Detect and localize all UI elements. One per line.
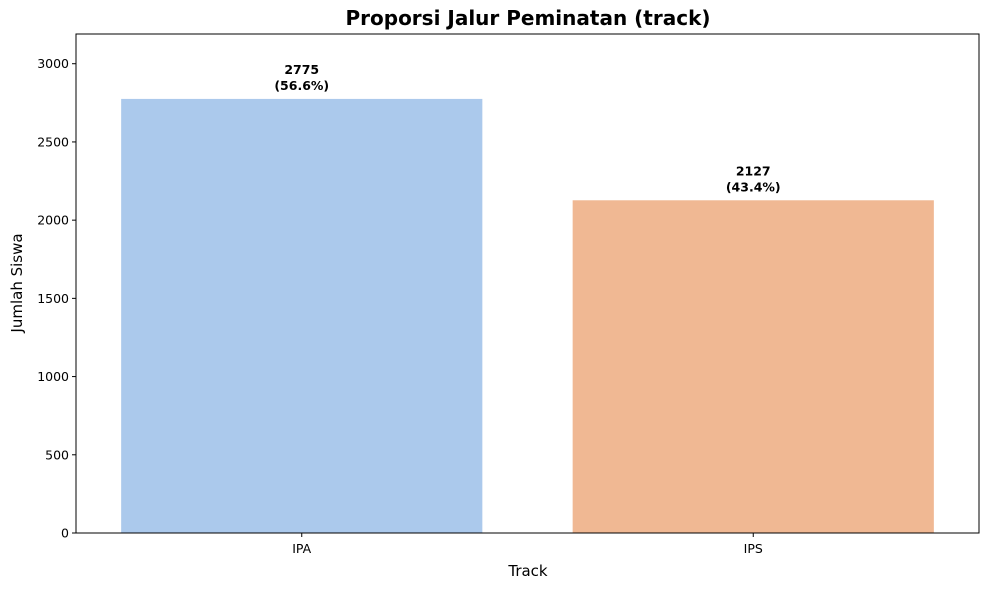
chart-title: Proporsi Jalur Peminatan (track) xyxy=(345,6,710,30)
x-tick-label-ips: IPS xyxy=(744,541,763,556)
x-axis: IPA IPS xyxy=(292,533,763,556)
data-label-ips: 2127 (43.4%) xyxy=(726,163,781,194)
y-axis: 0 500 1000 1500 2000 2500 3000 xyxy=(37,56,76,541)
y-tick-label-3000: 3000 xyxy=(37,56,69,71)
y-axis-label: Jumlah Siswa xyxy=(8,233,26,333)
y-tick-label-0: 0 xyxy=(61,526,69,541)
y-tick-label-2000: 2000 xyxy=(37,213,69,228)
x-axis-label: Track xyxy=(507,562,548,580)
data-label-ipa: 2775 (56.6%) xyxy=(274,62,329,93)
bar-ipa xyxy=(121,98,483,533)
bar-ips xyxy=(572,200,934,533)
plot-frame xyxy=(75,33,980,534)
y-tick-label-500: 500 xyxy=(45,447,69,462)
data-labels-layer: 2775 (56.6%) 2127 (43.4%) xyxy=(274,62,780,194)
bars-layer xyxy=(121,98,934,533)
y-tick-label-2500: 2500 xyxy=(37,134,69,149)
y-tick-label-1500: 1500 xyxy=(37,291,69,306)
y-tick-label-1000: 1000 xyxy=(37,369,69,384)
x-tick-label-ipa: IPA xyxy=(292,541,311,556)
